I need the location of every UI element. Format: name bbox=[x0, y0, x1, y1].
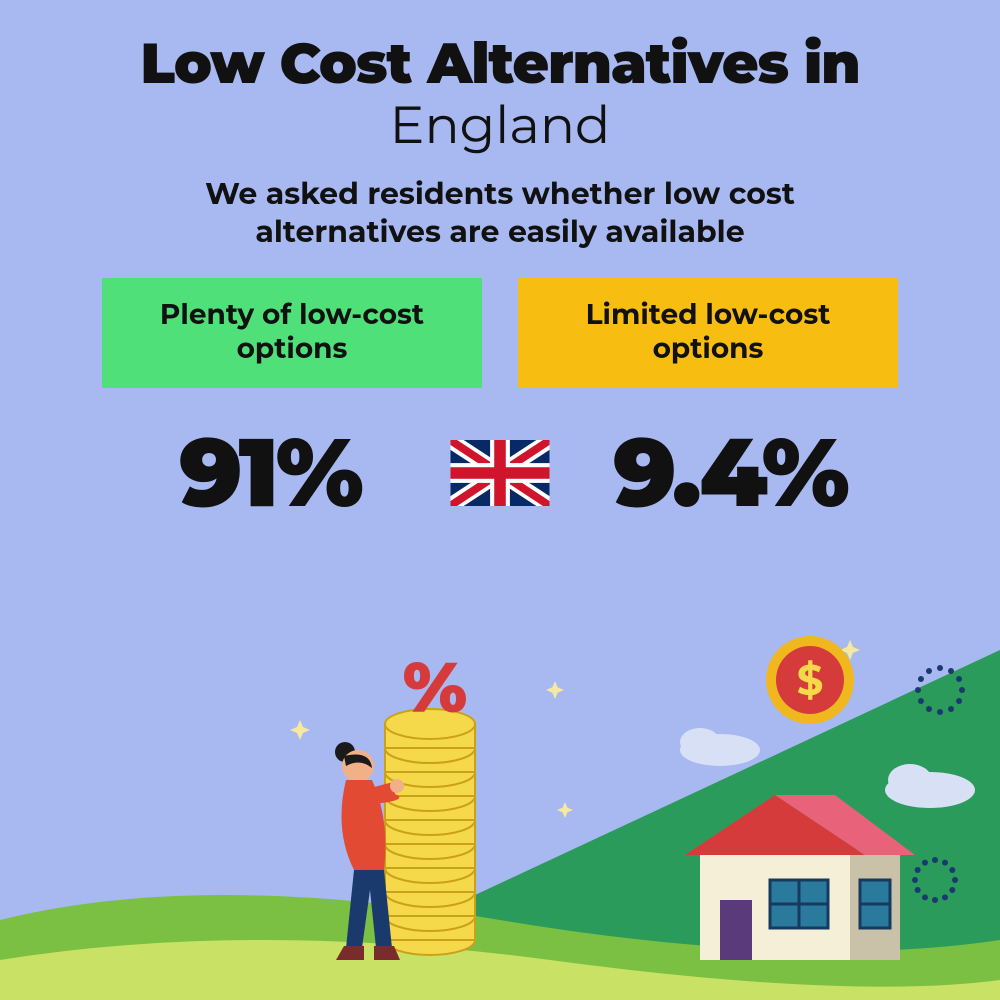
uk-flag-icon bbox=[450, 440, 550, 506]
subtitle: We asked residents whether low cost alte… bbox=[110, 175, 890, 250]
svg-text:%: % bbox=[403, 644, 467, 730]
stats-row: 91% 9.4% bbox=[0, 414, 1000, 531]
option-boxes: Plenty of low-cost options Limited low-c… bbox=[0, 278, 1000, 388]
infographic-canvas: Low Cost Alternatives in England We aske… bbox=[0, 0, 1000, 1000]
stat-left: 91% bbox=[120, 414, 420, 531]
limited-box: Limited low-cost options bbox=[518, 278, 898, 388]
title-line2: England bbox=[0, 94, 1000, 157]
illustration: $% bbox=[0, 620, 1000, 1000]
svg-text:$: $ bbox=[797, 654, 824, 706]
title-line1: Low Cost Alternatives in bbox=[0, 0, 1000, 98]
stat-right: 9.4% bbox=[580, 414, 880, 531]
plenty-box: Plenty of low-cost options bbox=[102, 278, 482, 388]
